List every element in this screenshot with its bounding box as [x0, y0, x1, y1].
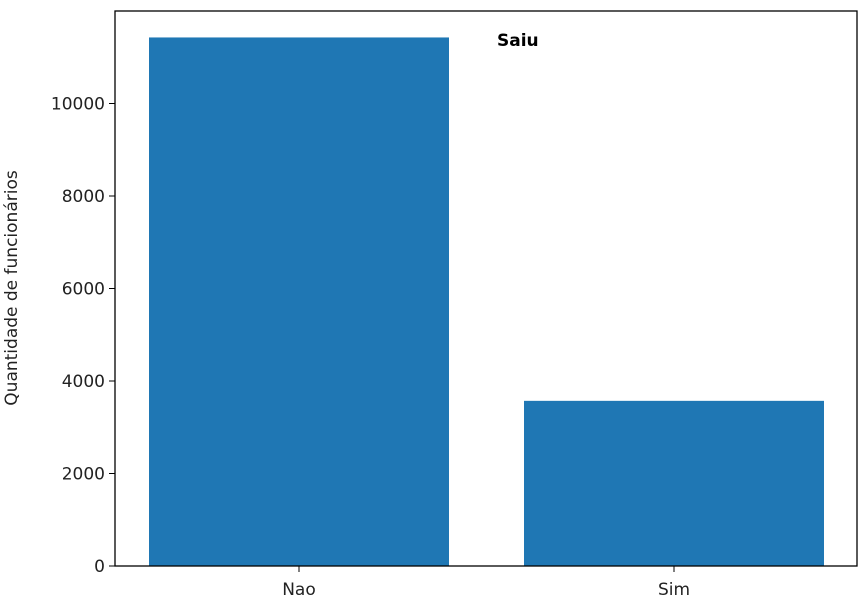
x-axis-ticks: Nao Sim — [282, 566, 690, 600]
x-tick-label: Sim — [658, 580, 690, 600]
bar-nao — [149, 37, 449, 566]
chart-annotation: Saiu — [497, 31, 539, 51]
y-tick-label: 10000 — [51, 95, 105, 115]
y-tick-label: 8000 — [62, 187, 105, 207]
x-tick-label: Nao — [282, 580, 316, 600]
y-axis-ticks: 0 2000 4000 6000 8000 10000 — [51, 95, 115, 577]
bars-group — [149, 37, 824, 566]
y-tick-label: 6000 — [62, 280, 105, 300]
plot-frame — [114, 10, 858, 567]
y-tick-label: 4000 — [62, 372, 105, 392]
y-tick-label: 2000 — [62, 465, 105, 485]
y-tick-label: 0 — [94, 557, 105, 577]
bar-sim — [524, 400, 824, 566]
y-axis-label: Quantidade de funcionários — [2, 170, 22, 406]
